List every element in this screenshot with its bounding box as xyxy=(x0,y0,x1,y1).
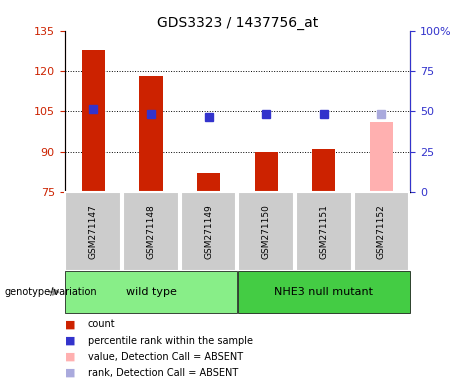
Text: GSM271150: GSM271150 xyxy=(262,204,271,259)
Text: rank, Detection Call = ABSENT: rank, Detection Call = ABSENT xyxy=(88,368,238,378)
Text: GSM271148: GSM271148 xyxy=(147,204,155,259)
Bar xyxy=(82,50,105,192)
Text: value, Detection Call = ABSENT: value, Detection Call = ABSENT xyxy=(88,352,242,362)
Text: ■: ■ xyxy=(65,336,75,346)
Text: GSM271151: GSM271151 xyxy=(319,204,328,259)
Bar xyxy=(313,149,336,192)
Bar xyxy=(197,173,220,192)
Text: GSM271149: GSM271149 xyxy=(204,204,213,259)
Text: percentile rank within the sample: percentile rank within the sample xyxy=(88,336,253,346)
Text: count: count xyxy=(88,319,115,329)
Bar xyxy=(370,122,393,192)
Text: GSM271147: GSM271147 xyxy=(89,204,98,259)
Bar xyxy=(254,152,278,192)
Text: wild type: wild type xyxy=(125,287,177,297)
Bar xyxy=(140,76,163,192)
Text: genotype/variation: genotype/variation xyxy=(5,287,97,297)
Text: ■: ■ xyxy=(65,368,75,378)
Text: GSM271152: GSM271152 xyxy=(377,204,386,259)
Text: NHE3 null mutant: NHE3 null mutant xyxy=(274,287,373,297)
Text: ■: ■ xyxy=(65,319,75,329)
Title: GDS3323 / 1437756_at: GDS3323 / 1437756_at xyxy=(157,16,318,30)
Text: ■: ■ xyxy=(65,352,75,362)
